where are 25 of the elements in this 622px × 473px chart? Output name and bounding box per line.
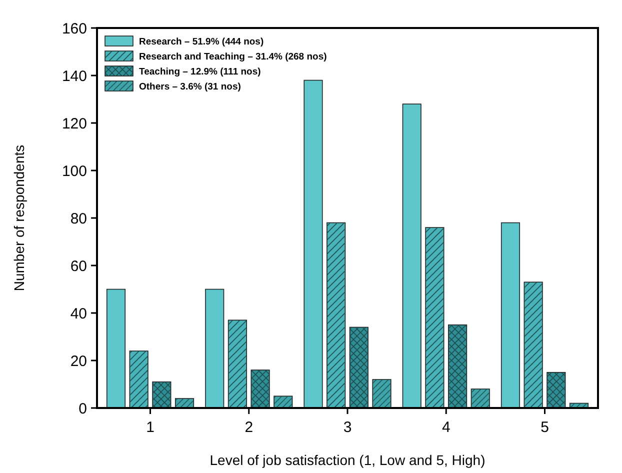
y-axis-title: Number of respondents [11, 144, 27, 292]
x-tick-label: 4 [442, 419, 450, 436]
x-tick-label: 2 [244, 419, 254, 436]
bar [106, 288, 126, 408]
y-tick-label: 20 [70, 352, 87, 370]
bar [205, 288, 224, 408]
x-tick-label: 3 [343, 419, 352, 436]
y-tick-label: 0 [78, 400, 87, 418]
x-tick-label: 1 [146, 419, 154, 436]
y-tick-label: 60 [70, 258, 87, 275]
bar [500, 222, 520, 408]
y-tick-label: 140 [62, 68, 87, 85]
legend-label: Others – 3.6% (31 nos) [139, 81, 241, 92]
legend-label: Teaching – 12.9% (111 nos) [139, 66, 261, 78]
bar [402, 104, 422, 408]
y-tick-label: 160 [62, 20, 87, 38]
bar [304, 80, 323, 408]
y-tick-label: 40 [70, 305, 87, 322]
y-tick-label: 80 [70, 210, 87, 228]
legend-label: Research and Teaching – 31.4% (268 nos) [139, 51, 327, 62]
y-tick-label: 120 [62, 115, 87, 132]
x-tick-label: 5 [540, 419, 549, 436]
y-tick-label: 100 [62, 162, 87, 180]
legend-label: Research – 51.9% (444 nos) [139, 36, 264, 48]
x-axis-title: Level of job satisfaction (1, Low and 5, High) [210, 452, 486, 468]
